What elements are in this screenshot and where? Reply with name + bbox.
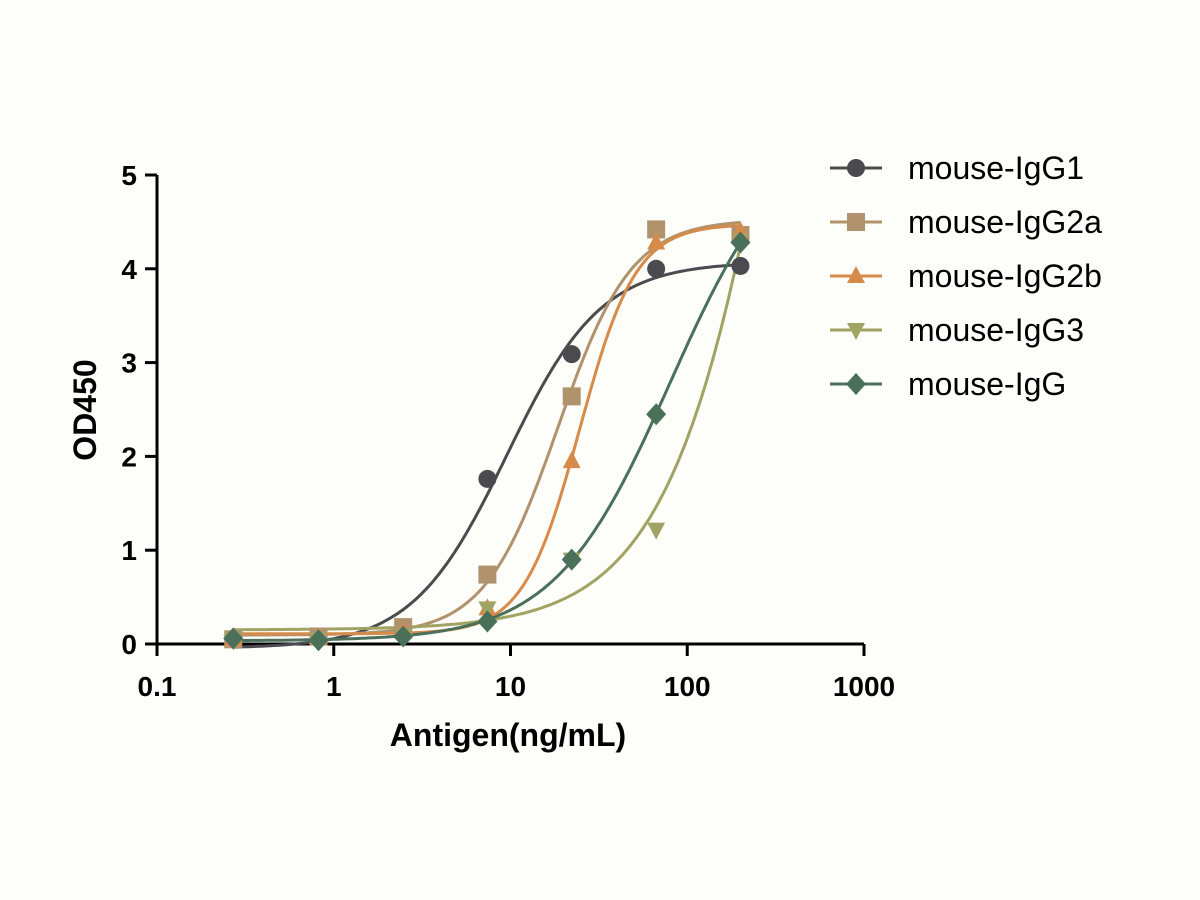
y-tick-label: 1 (121, 535, 137, 566)
y-tick-label: 5 (121, 160, 137, 191)
mouse-igg-point (223, 627, 244, 650)
legend-item-mouse-igg2b: mouse-IgG2b (830, 258, 1102, 294)
mouse-igg1-fit-curve (233, 263, 741, 649)
mouse-igg2a-point (478, 565, 497, 584)
legend-marker (846, 373, 866, 395)
y-axis-title: OD450 (67, 359, 103, 460)
y-tick-label: 3 (121, 348, 137, 379)
legend-item-mouse-igg3: mouse-IgG3 (830, 312, 1084, 348)
legend-label: mouse-IgG3 (908, 312, 1084, 348)
mouse-igg-point (308, 629, 329, 652)
mouse-igg-point (477, 610, 498, 633)
mouse-igg2b-point (647, 232, 666, 250)
x-ticks: 0.1 1 10 100 1000 (138, 644, 895, 702)
legend-item-mouse-igg2a: mouse-IgG2a (830, 204, 1102, 240)
legend-item-mouse-igg: mouse-IgG (830, 366, 1066, 402)
x-tick-label: 0.1 (138, 671, 177, 702)
legend-marker (847, 213, 865, 231)
legend-label: mouse-IgG2b (908, 258, 1102, 294)
legend: mouse-IgG1 mouse-IgG2a mouse-IgG2b mouse-Ig… (830, 150, 1102, 402)
mouse-igg2a-point (647, 220, 666, 239)
legend-label: mouse-IgG (908, 366, 1066, 402)
y-tick-label: 4 (121, 254, 137, 285)
x-tick-label: 100 (664, 671, 711, 702)
y-tick-label: 0 (121, 629, 137, 660)
mouse-igg1-point (562, 345, 581, 364)
x-tick-label: 1000 (833, 671, 895, 702)
y-tick-label: 2 (121, 441, 137, 472)
legend-item-mouse-igg1: mouse-IgG1 (830, 150, 1084, 186)
mouse-igg1-point (731, 256, 750, 275)
legend-marker (847, 159, 865, 177)
mouse-igg2a-point (562, 387, 581, 406)
x-tick-label: 1 (326, 671, 342, 702)
mouse-igg2b-point (562, 451, 581, 469)
mouse-igg1-point (647, 259, 666, 278)
mouse-igg3-point (478, 601, 497, 619)
y-ticks: 0 1 2 3 4 5 (121, 160, 157, 660)
mouse-igg-point (393, 625, 414, 648)
mouse-igg3-point (647, 522, 666, 540)
x-tick-label: 10 (495, 671, 526, 702)
data-points (223, 220, 751, 652)
mouse-igg-point (730, 231, 751, 254)
legend-label: mouse-IgG2a (908, 204, 1102, 240)
mouse-igg1-point (478, 469, 497, 488)
legend-marker (847, 266, 865, 283)
legend-label: mouse-IgG1 (908, 150, 1084, 186)
mouse-igg-point (561, 548, 582, 571)
x-axis-title: Antigen(ng/mL) (390, 717, 626, 753)
mouse-igg-point (646, 403, 667, 426)
legend-marker (847, 323, 865, 340)
axes (155, 175, 864, 646)
